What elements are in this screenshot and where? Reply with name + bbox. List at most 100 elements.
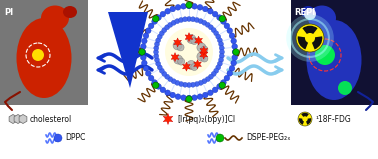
Circle shape bbox=[155, 42, 160, 47]
Circle shape bbox=[170, 6, 175, 12]
Circle shape bbox=[197, 43, 206, 52]
Polygon shape bbox=[19, 114, 27, 124]
Wedge shape bbox=[312, 36, 322, 49]
Circle shape bbox=[214, 68, 218, 73]
Circle shape bbox=[178, 82, 184, 86]
Text: REPI: REPI bbox=[294, 8, 315, 17]
Circle shape bbox=[205, 22, 210, 27]
Circle shape bbox=[168, 22, 173, 27]
Circle shape bbox=[217, 15, 222, 20]
Circle shape bbox=[141, 44, 146, 49]
Circle shape bbox=[175, 5, 181, 10]
Text: PI: PI bbox=[4, 8, 13, 17]
Circle shape bbox=[160, 31, 164, 36]
Circle shape bbox=[315, 45, 335, 65]
Ellipse shape bbox=[301, 6, 315, 18]
Circle shape bbox=[187, 60, 196, 69]
Ellipse shape bbox=[308, 6, 336, 31]
Circle shape bbox=[218, 57, 223, 62]
Wedge shape bbox=[301, 113, 309, 117]
Circle shape bbox=[224, 23, 230, 29]
Circle shape bbox=[229, 33, 235, 38]
Circle shape bbox=[146, 71, 151, 76]
Circle shape bbox=[148, 75, 154, 81]
Circle shape bbox=[221, 80, 226, 85]
Circle shape bbox=[197, 94, 203, 100]
Circle shape bbox=[186, 95, 192, 101]
Circle shape bbox=[212, 87, 218, 93]
Circle shape bbox=[201, 46, 208, 53]
Circle shape bbox=[208, 25, 214, 30]
Circle shape bbox=[141, 38, 147, 44]
Circle shape bbox=[186, 17, 192, 21]
Circle shape bbox=[170, 92, 175, 98]
Circle shape bbox=[298, 112, 312, 126]
Circle shape bbox=[233, 49, 239, 55]
Circle shape bbox=[160, 68, 164, 73]
Wedge shape bbox=[302, 26, 318, 34]
Circle shape bbox=[177, 44, 184, 51]
Circle shape bbox=[141, 55, 146, 60]
Polygon shape bbox=[14, 114, 22, 124]
Circle shape bbox=[162, 28, 167, 33]
Circle shape bbox=[307, 35, 313, 41]
Circle shape bbox=[32, 49, 44, 61]
Polygon shape bbox=[174, 38, 181, 47]
Circle shape bbox=[232, 49, 238, 55]
Circle shape bbox=[217, 61, 222, 66]
Polygon shape bbox=[163, 114, 173, 124]
Circle shape bbox=[174, 55, 183, 64]
Circle shape bbox=[216, 34, 221, 39]
Circle shape bbox=[153, 49, 158, 55]
Circle shape bbox=[216, 65, 221, 70]
Circle shape bbox=[304, 8, 316, 20]
Circle shape bbox=[201, 55, 208, 62]
Circle shape bbox=[198, 19, 203, 24]
Text: DSPE-PEG₂ₓ: DSPE-PEG₂ₓ bbox=[246, 134, 291, 142]
Wedge shape bbox=[299, 118, 304, 125]
Circle shape bbox=[212, 11, 218, 17]
Circle shape bbox=[156, 61, 161, 66]
Circle shape bbox=[296, 24, 324, 52]
Circle shape bbox=[191, 82, 195, 87]
Circle shape bbox=[217, 38, 222, 43]
Circle shape bbox=[187, 35, 196, 44]
Circle shape bbox=[175, 80, 180, 85]
Circle shape bbox=[171, 20, 176, 25]
Circle shape bbox=[216, 134, 224, 142]
Polygon shape bbox=[9, 114, 17, 124]
Ellipse shape bbox=[17, 18, 71, 98]
Circle shape bbox=[183, 82, 187, 87]
Bar bbox=[0, 0, 88, 105]
Circle shape bbox=[178, 58, 185, 65]
Text: ¹18F-FDG: ¹18F-FDG bbox=[315, 114, 351, 124]
Circle shape bbox=[208, 90, 213, 96]
Circle shape bbox=[224, 75, 230, 81]
Circle shape bbox=[152, 19, 157, 24]
Circle shape bbox=[202, 79, 207, 84]
Circle shape bbox=[153, 82, 159, 88]
Circle shape bbox=[286, 14, 334, 62]
Text: [Ir(pq)₂(bpy)]Cl: [Ir(pq)₂(bpy)]Cl bbox=[177, 114, 235, 124]
Circle shape bbox=[192, 3, 197, 9]
Circle shape bbox=[181, 95, 186, 100]
Circle shape bbox=[208, 74, 214, 79]
Circle shape bbox=[202, 20, 207, 25]
Polygon shape bbox=[185, 33, 193, 42]
Circle shape bbox=[231, 38, 237, 44]
Circle shape bbox=[168, 77, 173, 82]
Circle shape bbox=[220, 49, 225, 55]
Circle shape bbox=[146, 28, 151, 33]
Text: DPPC: DPPC bbox=[65, 134, 85, 142]
Circle shape bbox=[203, 92, 208, 98]
Circle shape bbox=[194, 82, 200, 86]
Circle shape bbox=[173, 41, 182, 50]
Circle shape bbox=[232, 55, 237, 60]
Circle shape bbox=[183, 17, 187, 22]
Polygon shape bbox=[108, 12, 148, 88]
Circle shape bbox=[219, 53, 224, 59]
Circle shape bbox=[139, 49, 145, 55]
Circle shape bbox=[194, 17, 200, 22]
Ellipse shape bbox=[63, 6, 77, 18]
Text: cholesterol: cholesterol bbox=[30, 114, 72, 124]
